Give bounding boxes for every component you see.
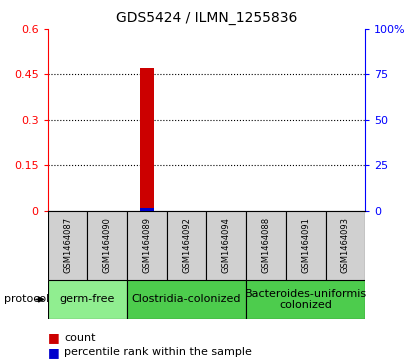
- Bar: [127, 211, 167, 280]
- Text: GSM1464090: GSM1464090: [103, 217, 112, 273]
- Text: ■: ■: [48, 346, 59, 359]
- Text: percentile rank within the sample: percentile rank within the sample: [64, 347, 252, 357]
- Bar: [325, 211, 365, 280]
- Title: GDS5424 / ILMN_1255836: GDS5424 / ILMN_1255836: [116, 11, 297, 25]
- Text: Clostridia-colonized: Clostridia-colonized: [132, 294, 242, 305]
- Text: count: count: [64, 333, 96, 343]
- Bar: [140, 208, 154, 211]
- Bar: [246, 211, 286, 280]
- Text: GSM1464091: GSM1464091: [301, 217, 310, 273]
- Text: protocol: protocol: [4, 294, 49, 305]
- Bar: [167, 211, 207, 280]
- Text: GSM1464087: GSM1464087: [63, 217, 72, 273]
- Text: GSM1464092: GSM1464092: [182, 217, 191, 273]
- Text: Bacteroides-uniformis
colonized: Bacteroides-uniformis colonized: [244, 289, 367, 310]
- Bar: [88, 211, 127, 280]
- Text: GSM1464093: GSM1464093: [341, 217, 350, 273]
- Bar: [246, 280, 365, 319]
- Text: GSM1464089: GSM1464089: [142, 217, 151, 273]
- Text: GSM1464094: GSM1464094: [222, 217, 231, 273]
- Bar: [127, 280, 246, 319]
- Text: GSM1464088: GSM1464088: [261, 217, 271, 273]
- Bar: [286, 211, 325, 280]
- Bar: [140, 68, 154, 211]
- Bar: [48, 211, 88, 280]
- Text: ■: ■: [48, 331, 59, 344]
- Bar: [207, 211, 246, 280]
- Text: germ-free: germ-free: [60, 294, 115, 305]
- Bar: [48, 280, 127, 319]
